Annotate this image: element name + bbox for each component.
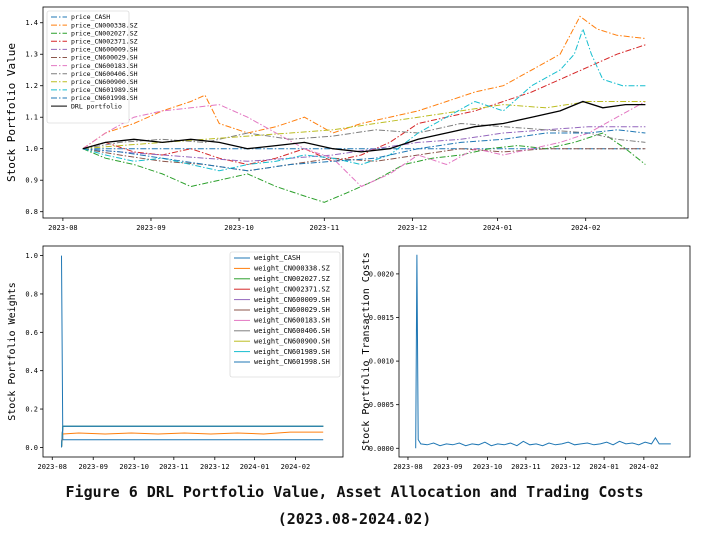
legend-label: price_CN600029.SH <box>71 54 138 62</box>
figure-caption-line2: (2023.08-2024.02) <box>277 510 432 528</box>
y-axis-label: Stock Portfolio Value <box>5 43 18 182</box>
y-tick-label: 0.8 <box>25 290 38 298</box>
legend-label: price_CN002027.SZ <box>71 29 138 37</box>
chart-value: 0.8 0.9 1.0 1.1 1.2 1.3 1.4 2023-08 2023-09 2023-… <box>5 6 689 232</box>
x-tick-label: 2023-09 <box>433 463 463 471</box>
plot-frame <box>398 245 691 458</box>
y-tick-label: 0.2 <box>25 406 38 414</box>
y-tick-label: 1.3 <box>25 51 38 59</box>
legend-label: price_CN600406.SH <box>71 70 138 78</box>
legend-label: weight_CN000338.SZ <box>254 265 330 273</box>
x-tick-label: 2023-10 <box>224 224 254 232</box>
x-tick-label: 2023-08 <box>48 224 78 232</box>
x-tick-label: 2024-01 <box>589 463 619 471</box>
plot-frame <box>42 245 344 458</box>
series-line-weight-cn600900-sh <box>61 425 324 448</box>
x-tick-label: 2023-12 <box>398 224 428 232</box>
x-tick-label: 2024-02 <box>281 463 311 471</box>
y-tick-label: 0.0005 <box>369 401 394 409</box>
series-line-weight-cn002371-sz <box>61 425 324 448</box>
x-tick-label: 2023-10 <box>119 463 149 471</box>
series-line-price-cn600183-sh <box>82 101 646 188</box>
series-line-price-cn000338-sz <box>82 15 646 150</box>
x-tick-label: 2023-11 <box>310 224 340 232</box>
series-line-price-cn002027-sz <box>82 132 646 203</box>
legend-label: weight_CN002371.SZ <box>254 285 330 293</box>
legend-label: weight_CN601998.SH <box>254 358 330 366</box>
series-line-weight-cn601998-sh <box>61 425 324 448</box>
x-tick-label: 2023-08 <box>37 463 67 471</box>
x-tick-label: 2023-08 <box>393 463 423 471</box>
y-tick-label: 0.0020 <box>369 270 394 278</box>
y-axis-label: Stock Portfolio Transaction Costs <box>361 252 372 451</box>
y-axis-label: Stock Portfolio Weights <box>7 282 18 420</box>
series-line-weight-cn600009-sh <box>61 425 324 448</box>
legend-label: weight_CN002027.SZ <box>254 275 330 283</box>
x-tick-label: 2024-01 <box>240 463 270 471</box>
series-line-price-cn601989-sh <box>82 27 646 172</box>
series-line-weight-cn000338-sz <box>61 431 324 448</box>
legend-label: price_CN002371.SZ <box>71 38 138 46</box>
series-line-weight-cn600183-sh <box>61 425 324 448</box>
series-line-weight-cn600406-sh <box>61 425 324 448</box>
x-tick-label: 2023-12 <box>551 463 581 471</box>
legend-label: weight_CN600406.SH <box>254 327 330 335</box>
legend-label: weight_CN600900.SH <box>254 337 330 345</box>
y-tick-label: 0.0000 <box>369 445 394 453</box>
y-tick-label: 0.0010 <box>369 358 394 366</box>
series-line-weight-cn002027-sz <box>61 425 324 448</box>
legend-label: price_CN600009.SH <box>71 46 138 54</box>
legend-label: DRL portfolio <box>71 102 122 110</box>
x-tick-label: 2023-11 <box>159 463 189 471</box>
y-tick-label: 0.8 <box>25 208 38 216</box>
chart-weights: 0.0 0.2 0.4 0.6 0.8 1.0 2023-08 2023-09 2023-10 2… <box>7 245 344 471</box>
series-line-price-cn002371-sz <box>82 44 646 166</box>
y-tick-label: 1.4 <box>25 19 38 27</box>
x-tick-label: 2024-02 <box>571 224 601 232</box>
x-tick-label: 2023-12 <box>200 463 230 471</box>
legend-label: price_CASH <box>71 13 110 21</box>
legend-label: weight_CN600183.SH <box>254 317 330 325</box>
y-tick-label: 1.1 <box>25 114 38 122</box>
x-tick-label: 2023-09 <box>78 463 108 471</box>
legend-label: weight_CASH <box>254 254 300 262</box>
y-tick-label: 0.6 <box>25 329 38 337</box>
plot-frame <box>42 6 689 219</box>
legend-label: price_CN000338.SZ <box>71 21 138 29</box>
series-line-drl-portfolio <box>82 100 646 153</box>
legend-label: weight_CN601989.SH <box>254 348 330 356</box>
legend: price_CASHprice_CN000338.SZprice_CN00202… <box>46 10 138 124</box>
y-tick-label: 0.9 <box>25 177 38 185</box>
legend-label: weight_CN600009.SH <box>254 296 330 304</box>
legend: weight_CASH weight_CN000338.SZ weight_CN00… <box>229 251 341 378</box>
legend-label: weight_CN600029.SH <box>254 306 330 314</box>
series-line-weight-cn601989-sh <box>61 425 324 448</box>
legend-label: price_CN600900.SH <box>71 78 138 86</box>
legend-box <box>46 10 130 124</box>
legend-label: price_CN601998.SH <box>71 94 138 102</box>
x-tick-label: 2023-09 <box>136 224 166 232</box>
series-line-weight-cn600029-sh <box>61 425 324 448</box>
y-tick-label: 1.2 <box>25 82 38 90</box>
series-line-price-cn600029-sh <box>82 148 646 172</box>
y-tick-label: 0.0015 <box>369 314 394 322</box>
series-line-weight-cash <box>61 255 324 441</box>
x-tick-label: 2024-01 <box>483 224 513 232</box>
series-line-transaction-costs <box>415 254 671 449</box>
legend-label: price_CN601989.SH <box>71 86 138 94</box>
legend-label: price_CN600183.SH <box>71 62 138 70</box>
x-tick-label: 2023-11 <box>511 463 541 471</box>
figure-caption-line1: Figure 6 DRL Portfolio Value, Asset Allo… <box>65 483 644 501</box>
y-tick-label: 1.0 <box>25 252 38 260</box>
series-line-price-cn601998-sh <box>82 129 646 172</box>
y-tick-label: 1.0 <box>25 145 38 153</box>
legend-box <box>229 251 341 378</box>
chart-costs: 0.0000 0.0005 0.0010 0.0015 0.0020 2023-08 202… <box>361 245 691 471</box>
x-tick-label: 2023-10 <box>473 463 503 471</box>
y-tick-label: 0.4 <box>25 367 38 375</box>
y-tick-label: 0.0 <box>25 444 38 452</box>
x-tick-label: 2024-02 <box>629 463 659 471</box>
series-line-price-cn600009-sh <box>82 126 646 162</box>
